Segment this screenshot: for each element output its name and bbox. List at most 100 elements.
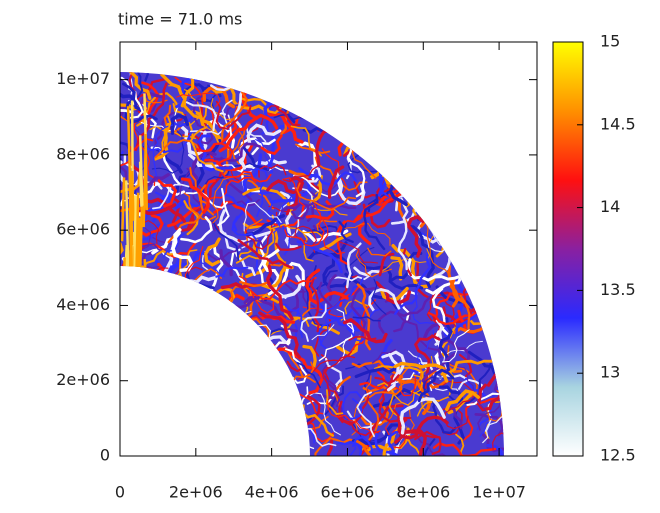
texture-stroke [145,305,165,363]
texture-stroke [440,154,496,184]
texture-stroke [372,87,387,135]
texture-stroke [460,99,486,125]
texture-stroke [108,445,130,453]
texture-stroke [405,141,471,154]
texture-stroke [467,266,494,280]
texture-stroke [395,79,412,100]
texture-stroke [508,101,536,151]
texture-stroke [464,270,487,276]
texture-stroke [287,86,318,109]
texture-stroke [449,176,488,193]
texture-stroke [207,380,249,407]
texture-stroke [433,173,482,214]
texture-stroke [491,152,527,167]
texture-stroke [348,82,377,96]
texture-stroke [244,399,281,413]
texture-stroke [199,327,230,341]
texture-stroke [331,51,344,81]
texture-stroke [497,169,529,225]
texture-stroke [507,454,525,473]
texture-stroke [458,74,486,109]
texture-stroke [454,233,480,256]
texture-stroke [456,166,482,194]
texture-stroke [467,264,494,292]
texture-stroke [458,229,494,244]
texture-stroke [344,135,366,156]
texture-stroke [475,225,492,250]
texture-stroke [117,435,127,463]
chart-title: time = 71.0 ms [118,10,242,29]
texture-stroke [450,79,474,98]
texture-stroke [230,334,271,367]
x-tick-label: 8e+06 [396,483,450,502]
texture-stroke [135,304,152,351]
texture-stroke [154,413,195,459]
colorbar-tick-label: 14.5 [600,114,636,133]
texture-stroke [156,367,195,385]
texture-plume [123,258,125,332]
texture-stroke [421,181,488,203]
texture-stroke [462,153,521,174]
texture-stroke [411,146,451,166]
texture-stroke [367,76,404,89]
texture-stroke [419,73,464,97]
texture-stroke [391,98,429,126]
texture-stroke [364,124,399,165]
texture-stroke [133,430,164,441]
texture-stroke [408,122,421,187]
texture-stroke [399,131,428,144]
texture-stroke [93,429,129,444]
texture-stroke [429,145,444,173]
texture-stroke [375,124,412,173]
texture-stroke [457,54,470,108]
colorbar-tick-label: 14 [600,197,620,216]
texture-stroke [276,77,295,96]
texture-stroke [232,411,260,438]
texture-stroke [497,139,515,165]
texture-stroke [347,81,354,124]
texture-stroke [217,339,242,358]
texture-stroke [117,371,167,401]
texture-stroke [428,167,459,220]
texture-stroke [227,325,250,370]
texture-stroke [505,411,525,436]
texture-stroke [121,410,153,442]
x-tick-label: 0 [115,483,125,502]
texture-stroke [156,426,192,450]
texture-stroke [164,319,203,350]
texture-stroke [290,70,319,86]
texture-stroke [138,292,163,319]
texture-stroke [484,109,521,130]
texture-stroke [370,116,394,149]
texture-stroke [204,421,233,430]
texture-stroke [466,240,490,265]
texture-stroke [154,415,174,429]
texture-stroke [470,79,477,132]
texture-stroke [274,422,293,474]
texture-stroke [154,450,175,465]
texture-stroke [253,404,278,409]
texture-stroke [447,203,486,229]
texture-stroke [221,410,242,424]
texture-stroke [351,107,381,145]
texture-stroke [504,411,519,433]
texture-stroke [460,202,498,241]
texture-stroke [383,154,394,174]
texture-stroke [459,70,493,125]
texture-stroke [132,408,150,424]
texture-plume [130,250,131,328]
texture-stroke [207,430,231,444]
texture-stroke [163,375,176,410]
texture-stroke [328,80,350,105]
texture-stroke [382,101,394,127]
texture-stroke [252,428,313,450]
texture-stroke [152,370,159,396]
texture-stroke [202,405,227,417]
texture-stroke [436,120,457,135]
texture-stroke [387,138,404,179]
texture-stroke [353,56,402,75]
texture-stroke [141,435,174,458]
texture-stroke [142,343,159,357]
texture-stroke [359,118,405,142]
